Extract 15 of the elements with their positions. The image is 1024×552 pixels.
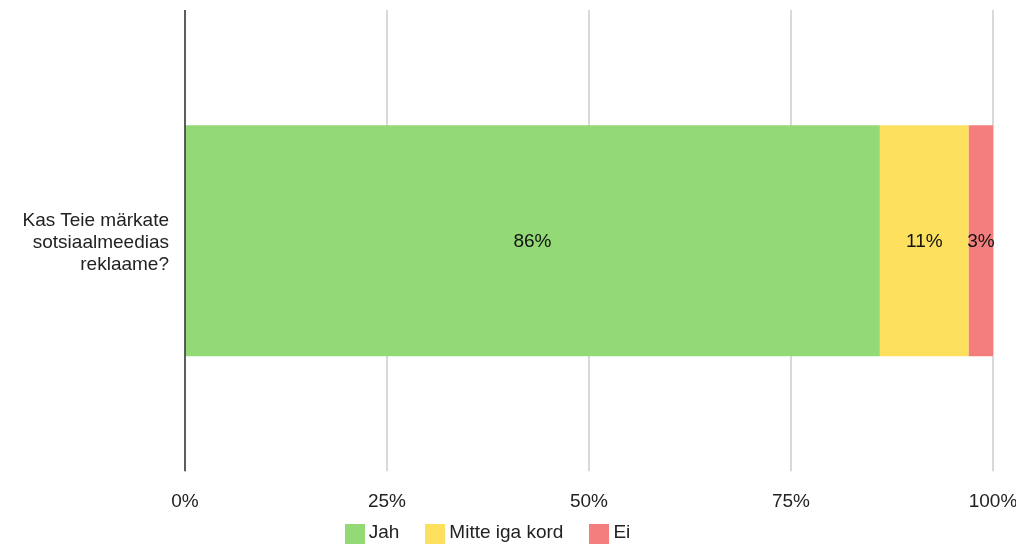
x-tick-label: 0%	[171, 489, 199, 511]
y-tick-label: Kas Teie märkate sotsiaalmeedias reklaame?	[22, 208, 169, 274]
legend-label: Mitte iga kord	[449, 521, 564, 543]
x-tick-label: 25%	[367, 489, 407, 511]
bar	[879, 125, 969, 357]
x-tick-label: 50%	[569, 489, 609, 511]
data-label: 11%	[906, 230, 943, 252]
data-label: 86%	[513, 230, 552, 252]
x-tick-label: 75%	[771, 489, 811, 511]
bar	[185, 125, 880, 357]
data-label: 3%	[967, 230, 995, 252]
x-tick-label: 100%	[968, 489, 1018, 511]
legend-label: Jah	[368, 521, 400, 543]
bar	[968, 125, 993, 357]
legend-label: Ei	[613, 521, 631, 543]
